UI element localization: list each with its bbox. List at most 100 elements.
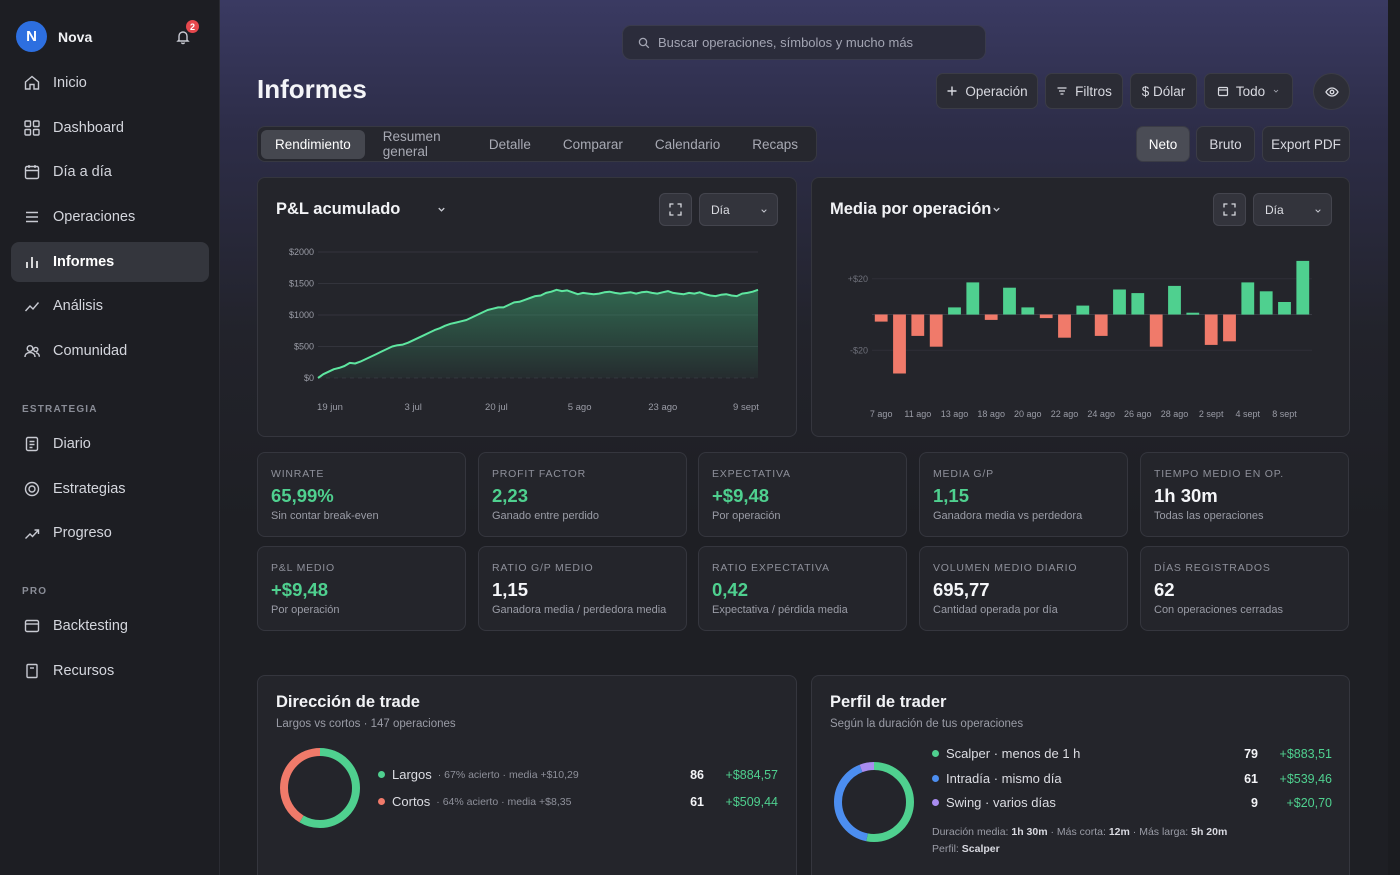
nav-dia-a-dia[interactable]: Día a día [11, 152, 209, 192]
card-subtitle: Largos vs cortos · 147 operaciones [276, 718, 456, 730]
metric-card: VOLUMEN MEDIO DIARIO 695,77 Cantidad opera… [919, 546, 1128, 631]
metric-subtitle: Sin contar break-even [271, 510, 379, 522]
chevron-down-icon [1315, 209, 1321, 213]
metric-card: MEDIA G/P 1,15 Ganadora media vs perdedora [919, 452, 1128, 537]
avatar[interactable]: N [16, 21, 47, 52]
expand-button[interactable] [1213, 193, 1246, 226]
metric-value: 65,99% [271, 485, 334, 506]
range-select[interactable]: Todo [1204, 73, 1293, 109]
short-label: · Más corta: [1050, 826, 1106, 838]
x-tick-label: 4 sept [1236, 409, 1261, 419]
book-icon [26, 663, 38, 679]
scrollbar[interactable] [1388, 0, 1400, 875]
metric-value: 1h 30m [1154, 485, 1218, 506]
profile-row-scalper: Scalper · menos de 1 h [932, 746, 1080, 761]
nav-analisis[interactable]: Análisis [11, 286, 209, 326]
chevron-down-icon[interactable] [991, 204, 1002, 215]
bar-chart-icon [26, 257, 38, 268]
chevron-down-icon[interactable] [436, 204, 447, 215]
bell-icon[interactable] [175, 29, 191, 45]
bar [911, 314, 925, 336]
profile-value: Scalper [961, 843, 1000, 855]
sidebar: N Nova 2 Inicio Dashboard Día a día Oper… [0, 0, 220, 875]
currency-button[interactable]: $ Dólar [1130, 73, 1197, 109]
card-title: Dirección de trade [276, 693, 420, 711]
tab-calendario[interactable]: Calendario [654, 136, 721, 152]
trend-icon [24, 302, 40, 312]
gross-button[interactable]: Bruto [1196, 126, 1255, 162]
button-label: Neto [1148, 136, 1178, 152]
button-label: Export PDF [1271, 136, 1341, 152]
bar [984, 314, 998, 320]
metric-subtitle: Cantidad operada por día [933, 604, 1058, 616]
nav-informes[interactable]: Informes [11, 242, 209, 282]
metric-label: RATIO EXPECTATIVA [712, 562, 830, 574]
row-amount: +$20,70 [1286, 796, 1332, 810]
nav-label: Diario [53, 436, 91, 452]
tab-rendimiento[interactable]: Rendimiento [261, 129, 365, 159]
filters-button[interactable]: Filtros [1045, 73, 1123, 109]
bar [929, 314, 943, 347]
donut-segment [280, 748, 360, 828]
avg-bar-chart: +$20 -$20 7 ago 11 ago 13 ago 18 ago 20 ago 22 … [848, 260, 1312, 419]
donut-segment [834, 762, 914, 842]
profile-summary: Perfil: Scalper [932, 843, 1000, 855]
nav-progreso[interactable]: Progreso [11, 513, 209, 553]
user-profile[interactable]: N Nova [16, 21, 92, 52]
legend-dot [378, 771, 385, 778]
metric-subtitle: Expectativa / pérdida media [712, 604, 848, 616]
nav-label: Operaciones [53, 209, 136, 225]
long-label: · Más larga: [1132, 826, 1189, 838]
bar [1296, 260, 1310, 315]
nav-dashboard[interactable]: Dashboard [11, 108, 209, 148]
metric-label: PROFIT FACTOR [492, 468, 587, 480]
nav-recursos[interactable]: Recursos [11, 651, 209, 691]
nav-operaciones[interactable]: Operaciones [11, 197, 209, 237]
nav-backtesting[interactable]: Backtesting [11, 606, 209, 646]
row-note: · 67% acierto · media +$10,29 [437, 768, 579, 781]
x-tick-label: 22 ago [1051, 409, 1079, 419]
row-label: Scalper · menos de 1 h [946, 746, 1081, 761]
nav-comunidad[interactable]: Comunidad [11, 331, 209, 371]
donut-segment [834, 762, 914, 842]
nav-label: Progreso [53, 525, 112, 541]
metric-label: P&L MEDIO [271, 562, 335, 574]
x-tick-label: 2 sept [1199, 409, 1224, 419]
short-value: 12m [1108, 826, 1130, 838]
direction-donut-chart [280, 748, 360, 828]
export-pdf-button[interactable]: Export PDF [1262, 126, 1350, 162]
calendar-icon [24, 165, 40, 180]
button-label: Filtros [1075, 83, 1112, 99]
section-label-pro: PRO [22, 586, 48, 597]
chevron-down-icon [1273, 89, 1279, 93]
nav-inicio[interactable]: Inicio [11, 63, 209, 103]
bar [1039, 314, 1053, 319]
bar [1076, 305, 1090, 315]
search-input[interactable]: Buscar operaciones, símbolos y mucho más [622, 25, 986, 60]
net-button[interactable]: Neto [1136, 126, 1190, 162]
x-tick-label: 8 sept [1272, 409, 1297, 419]
metric-subtitle: Por operación [271, 604, 340, 616]
nav-label: Análisis [53, 298, 103, 314]
add-operation-button[interactable]: Operación [936, 73, 1038, 109]
period-select[interactable]: Día [1253, 193, 1332, 226]
metric-label: DÍAS REGISTRADOS [1154, 562, 1271, 574]
bar [1186, 312, 1200, 315]
bar [1003, 287, 1016, 315]
metric-card: WINRATE 65,99% Sin contar break-even [257, 452, 466, 537]
visibility-toggle-button[interactable] [1313, 73, 1350, 110]
bar [1204, 314, 1218, 345]
tab-recaps[interactable]: Recaps [752, 136, 798, 152]
nav-diario[interactable]: Diario [11, 424, 209, 464]
tab-resumen-general[interactable]: Resumen general [382, 129, 441, 159]
expand-icon [669, 203, 682, 216]
period-select[interactable]: Día [699, 193, 778, 226]
tab-detalle[interactable]: Detalle [488, 136, 531, 152]
row-label: Cortos [392, 794, 431, 809]
nav-estrategias[interactable]: Estrategias [11, 469, 209, 509]
x-tick-label: 20 jul [485, 402, 508, 413]
progress-icon [25, 529, 40, 539]
expand-button[interactable] [659, 193, 692, 226]
metric-value: 2,23 [492, 485, 529, 506]
tab-comparar[interactable]: Comparar [562, 136, 623, 152]
